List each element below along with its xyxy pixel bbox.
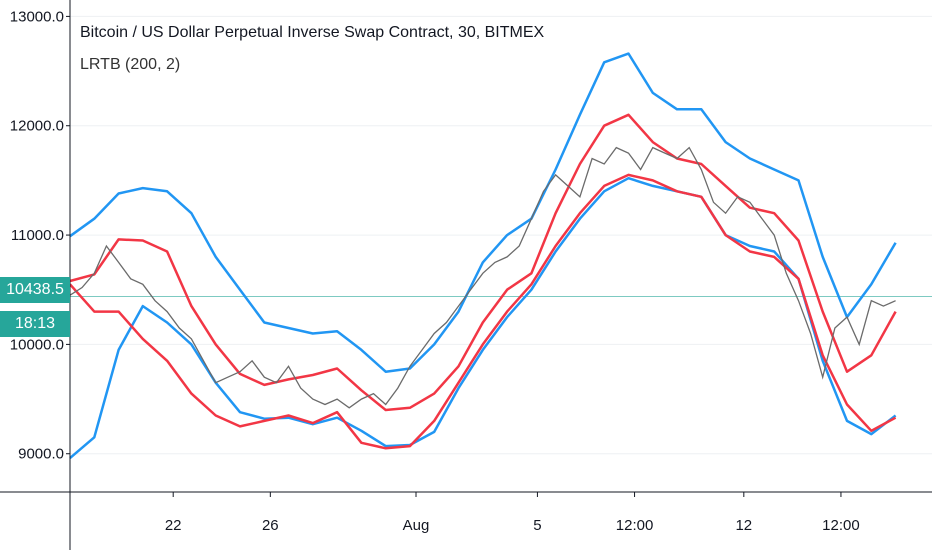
y-axis-ticks: 13000.0 12000.0 11000.0 10000.0 9000.0 xyxy=(10,8,70,463)
x-axis-ticks: 22 26 Aug 5 12:00 12 12:00 xyxy=(165,492,860,534)
x-tick-label: 26 xyxy=(262,517,279,534)
x-tick-label: 12:00 xyxy=(616,517,654,534)
chart-title: Bitcoin / US Dollar Perpetual Inverse Sw… xyxy=(80,24,545,41)
current-price-badge: 10438.5 xyxy=(0,277,70,303)
y-tick-label: 13000.0 xyxy=(10,8,64,25)
x-tick-label: Aug xyxy=(403,517,430,534)
countdown-badge: 18:13 xyxy=(0,311,70,337)
indicator-label: LRTB (200, 2) xyxy=(80,56,181,73)
band-series-0 xyxy=(69,52,897,373)
x-tick-label: 5 xyxy=(533,517,541,534)
y-tick-label: 11000.0 xyxy=(11,227,64,244)
series-layer xyxy=(69,52,897,460)
y-tick-label: 12000.0 xyxy=(10,118,64,135)
x-tick-label: 12 xyxy=(735,517,752,534)
x-tick-label: 12:00 xyxy=(822,517,860,534)
x-tick-label: 22 xyxy=(165,517,182,534)
band-series-1 xyxy=(69,113,897,412)
y-tick-label: 9000.0 xyxy=(18,446,64,463)
band-series-2 xyxy=(69,176,897,460)
horizontal-gridlines xyxy=(70,15,932,455)
band-series-3 xyxy=(69,173,897,450)
y-tick-label: 10000.0 xyxy=(10,336,64,353)
price-series xyxy=(69,146,896,409)
